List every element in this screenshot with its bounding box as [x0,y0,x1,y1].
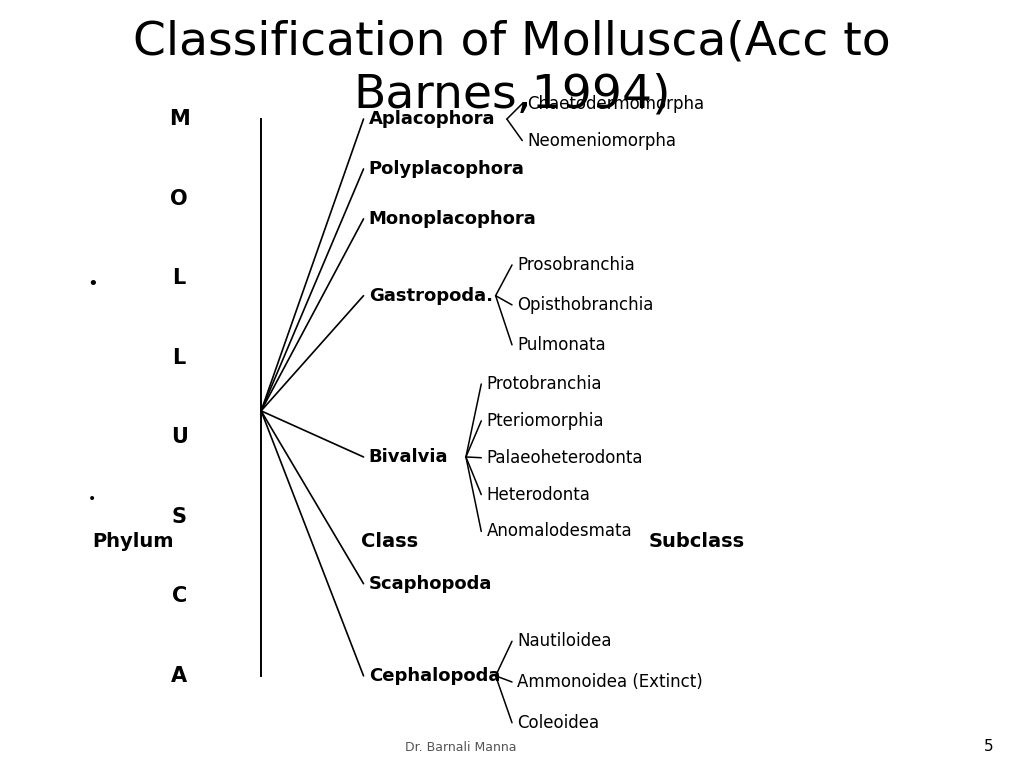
Text: Protobranchia: Protobranchia [486,375,602,393]
Text: Cephalopoda: Cephalopoda [369,667,500,685]
Text: Neomeniomorpha: Neomeniomorpha [527,131,677,150]
Text: Barnes,1994): Barnes,1994) [353,73,671,118]
Text: Nautiloidea: Nautiloidea [517,632,611,650]
Text: •: • [88,492,96,506]
Text: Polyplacophora: Polyplacophora [369,160,524,178]
Text: S: S [172,507,186,527]
Text: Monoplacophora: Monoplacophora [369,210,537,228]
Text: Coleoidea: Coleoidea [517,713,599,732]
Text: Subclass: Subclass [648,532,744,551]
Text: Ammonoidea (Extinct): Ammonoidea (Extinct) [517,673,702,691]
Text: Chaetodermomorpha: Chaetodermomorpha [527,94,705,113]
Text: Palaeoheterodonta: Palaeoheterodonta [486,449,643,467]
Text: Pulmonata: Pulmonata [517,336,606,354]
Text: Anomalodesmata: Anomalodesmata [486,522,632,541]
Text: A: A [171,666,187,686]
Text: 5: 5 [984,739,993,754]
Text: Prosobranchia: Prosobranchia [517,256,635,274]
Text: •: • [87,275,97,293]
Text: C: C [172,586,186,606]
Text: Class: Class [360,532,418,551]
Text: L: L [173,268,185,288]
Text: Heterodonta: Heterodonta [486,485,590,504]
Text: U: U [171,427,187,447]
Text: Aplacophora: Aplacophora [369,110,496,128]
Text: O: O [170,189,188,209]
Text: Dr. Barnali Manna: Dr. Barnali Manna [406,741,516,754]
Text: Scaphopoda: Scaphopoda [369,574,492,593]
Text: Classification of Mollusca(Acc to: Classification of Mollusca(Acc to [133,19,891,65]
Text: Pteriomorphia: Pteriomorphia [486,412,604,430]
Text: Bivalvia: Bivalvia [369,448,449,466]
Text: Phylum: Phylum [92,532,174,551]
Text: M: M [169,109,189,129]
Text: L: L [173,348,185,368]
Text: Gastropoda.: Gastropoda. [369,286,493,305]
Text: Opisthobranchia: Opisthobranchia [517,296,653,314]
